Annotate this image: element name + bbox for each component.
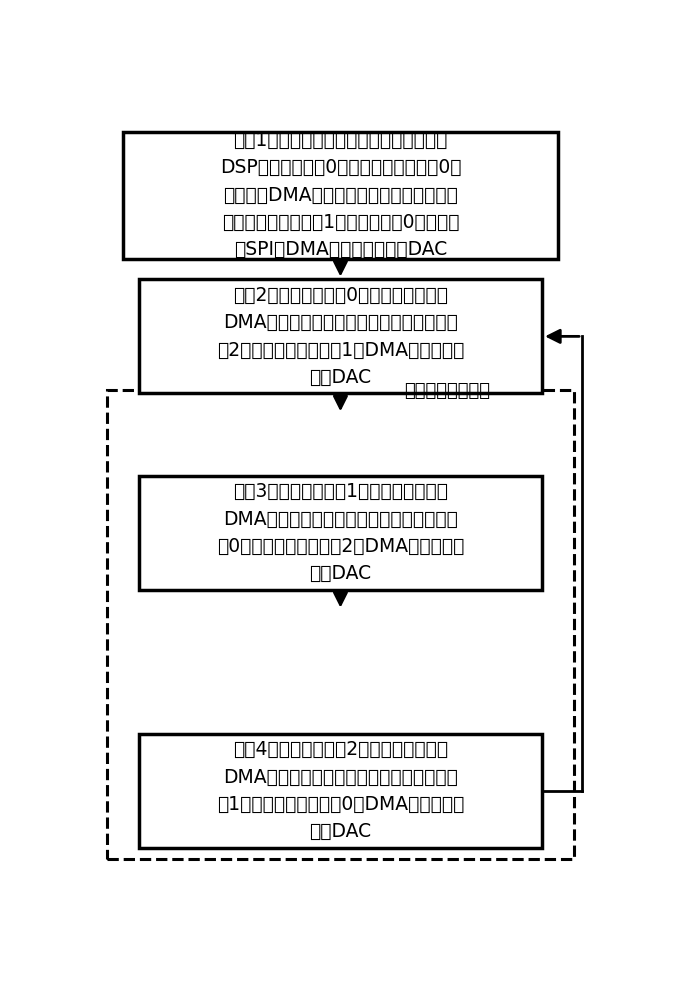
FancyBboxPatch shape — [138, 476, 543, 590]
FancyBboxPatch shape — [138, 279, 543, 393]
FancyBboxPatch shape — [107, 389, 574, 859]
Text: 步骤4：当数据存储块2输出完成时，触发
DMA中断，启动录波数据继续存入数据存储
块1，并启动数据存储块0的DMA通道输出数
据到DAC: 步骤4：当数据存储块2输出完成时，触发 DMA中断，启动录波数据继续存入数据存储… — [216, 740, 464, 841]
FancyBboxPatch shape — [123, 132, 558, 259]
Text: 步骤1：录波数据通过以太网口依次传输到
DSP的数据存储块0，当数据数据存储块0满
时，触发DMA中断，在中断内启动录波数据
继续存入数据存储块1，数据存储块0: 步骤1：录波数据通过以太网口依次传输到 DSP的数据存储块0，当数据数据存储块0… — [220, 131, 461, 259]
Text: 步骤2：当数据存储块0输出完成时，触发
DMA中断，启动录波数据继续存入数据存储
块2，并启动数据存储块1的DMA通道输出数
据到DAC: 步骤2：当数据存储块0输出完成时，触发 DMA中断，启动录波数据继续存入数据存储… — [216, 286, 464, 387]
Text: 数据分块存储技术: 数据分块存储技术 — [404, 382, 490, 400]
FancyBboxPatch shape — [138, 734, 543, 848]
Text: 步骤3：当数据存储块1输出完成时，触发
DMA中断，启动录波数据继续存入数据存储
块0，并启动数据存储块2的DMA通道输出数
据到DAC: 步骤3：当数据存储块1输出完成时，触发 DMA中断，启动录波数据继续存入数据存储… — [216, 482, 464, 583]
